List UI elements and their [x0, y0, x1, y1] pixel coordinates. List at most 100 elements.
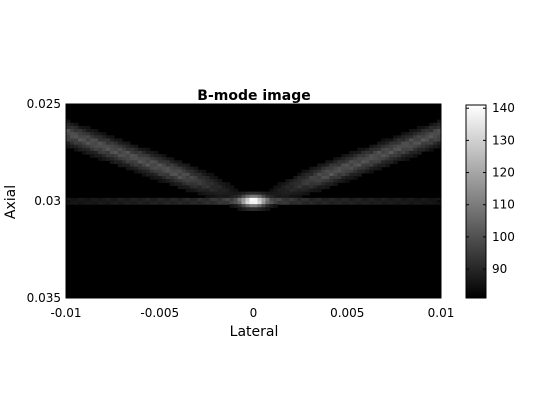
heatmap-cell: [173, 182, 179, 186]
heatmap-cell: [81, 135, 87, 140]
heatmap-cell: [129, 144, 135, 149]
heatmap-cell: [313, 197, 318, 202]
heatmap-cell: [165, 201, 171, 205]
heatmap-cell: [89, 135, 95, 140]
heatmap-cell: [333, 197, 338, 202]
heatmap-cell: [301, 197, 306, 202]
heatmap-cell: [425, 147, 430, 152]
heatmap-cell: [329, 182, 334, 186]
heatmap-cell: [97, 147, 103, 152]
heatmap-cell: [261, 194, 267, 199]
heatmap-cell: [413, 132, 418, 136]
heatmap-cell: [157, 172, 163, 177]
heatmap-cell: [89, 141, 95, 146]
heatmap-cell: [265, 191, 271, 196]
heatmap-cell: [66, 119, 71, 124]
heatmap-cell: [165, 163, 171, 168]
heatmap-cell: [301, 175, 306, 180]
heatmap-cell: [125, 150, 131, 155]
heatmap-cell: [149, 160, 155, 165]
heatmap-cell: [313, 182, 318, 186]
heatmap-cell: [73, 144, 79, 149]
heatmap-cell: [337, 197, 342, 202]
heatmap-cell: [125, 157, 131, 161]
heatmap-cell: [129, 163, 135, 168]
heatmap-cell: [389, 138, 394, 143]
y-tick-label: 0.025: [27, 97, 61, 111]
heatmap-cell: [153, 201, 159, 205]
heatmap-cell: [161, 201, 167, 205]
heatmap-cell: [101, 197, 107, 202]
heatmap-cell: [389, 157, 394, 161]
heatmap-cell: [317, 201, 322, 205]
heatmap-cell: [409, 197, 414, 202]
heatmap-cell: [66, 122, 71, 127]
heatmap-cell: [153, 175, 159, 180]
heatmap-cell: [105, 144, 111, 149]
heatmap-cell: [385, 150, 390, 155]
heatmap-cell: [321, 175, 326, 180]
heatmap-cell: [197, 188, 203, 193]
heatmap-cell: [141, 147, 147, 152]
heatmap-cell: [389, 147, 394, 152]
heatmap-cell: [149, 166, 155, 171]
heatmap-cell: [401, 157, 406, 161]
heatmap-cell: [393, 160, 398, 165]
heatmap-cell: [389, 144, 394, 149]
heatmap-cell: [289, 201, 294, 205]
heatmap-cell: [97, 132, 103, 136]
heatmap-cell: [189, 201, 195, 205]
heatmap-cell: [401, 197, 406, 202]
heatmap-cell: [161, 163, 167, 168]
heatmap-cell: [145, 150, 151, 155]
heatmap-cell: [321, 163, 326, 168]
heatmap-cell: [365, 201, 370, 205]
heatmap-cell: [201, 197, 207, 202]
heatmap-cell: [129, 197, 135, 202]
heatmap-cell: [69, 122, 75, 127]
heatmap-cell: [261, 191, 267, 196]
heatmap-cell: [181, 179, 187, 183]
heatmap-cell: [405, 135, 410, 140]
heatmap-cell: [101, 147, 107, 152]
heatmap-cell: [197, 175, 203, 180]
heatmap-cell: [105, 141, 111, 146]
heatmap-cell: [169, 179, 175, 183]
heatmap-cell: [377, 201, 382, 205]
heatmap-cell: [181, 197, 187, 202]
heatmap-cell: [245, 194, 251, 199]
heatmap-cell: [85, 135, 91, 140]
heatmap-cell: [185, 188, 191, 193]
heatmap-cell: [85, 197, 91, 202]
heatmap-cell: [109, 135, 115, 140]
heatmap-cell: [397, 154, 402, 158]
heatmap-cell: [66, 197, 71, 202]
heatmap-cell: [321, 201, 326, 205]
heatmap-cell: [433, 132, 438, 136]
heatmap-cell: [169, 169, 175, 174]
heatmap-cell: [433, 141, 438, 146]
heatmap-cell: [77, 141, 83, 146]
heatmap-cell: [133, 201, 139, 205]
heatmap-cell: [289, 191, 294, 196]
heatmap-cell: [437, 138, 441, 143]
heatmap-cell: [349, 163, 354, 168]
heatmap-cell: [297, 179, 302, 183]
heatmap-cell: [209, 188, 215, 193]
heatmap-cell: [257, 204, 263, 208]
heatmap-cell: [433, 201, 438, 205]
heatmap-cell: [333, 157, 338, 161]
heatmap-cell: [97, 138, 103, 143]
heatmap-cell: [205, 185, 211, 190]
heatmap-cell: [105, 157, 111, 161]
heatmap-cell: [313, 169, 318, 174]
heatmap-cell: [241, 204, 247, 208]
heatmap-cell: [385, 144, 390, 149]
heatmap-cell: [165, 175, 171, 180]
heatmap-cell: [317, 163, 322, 168]
heatmap-cell: [109, 160, 115, 165]
heatmap-cell: [97, 144, 103, 149]
heatmap-cell: [341, 197, 346, 202]
heatmap-cell: [197, 179, 203, 183]
heatmap-cell: [353, 197, 358, 202]
